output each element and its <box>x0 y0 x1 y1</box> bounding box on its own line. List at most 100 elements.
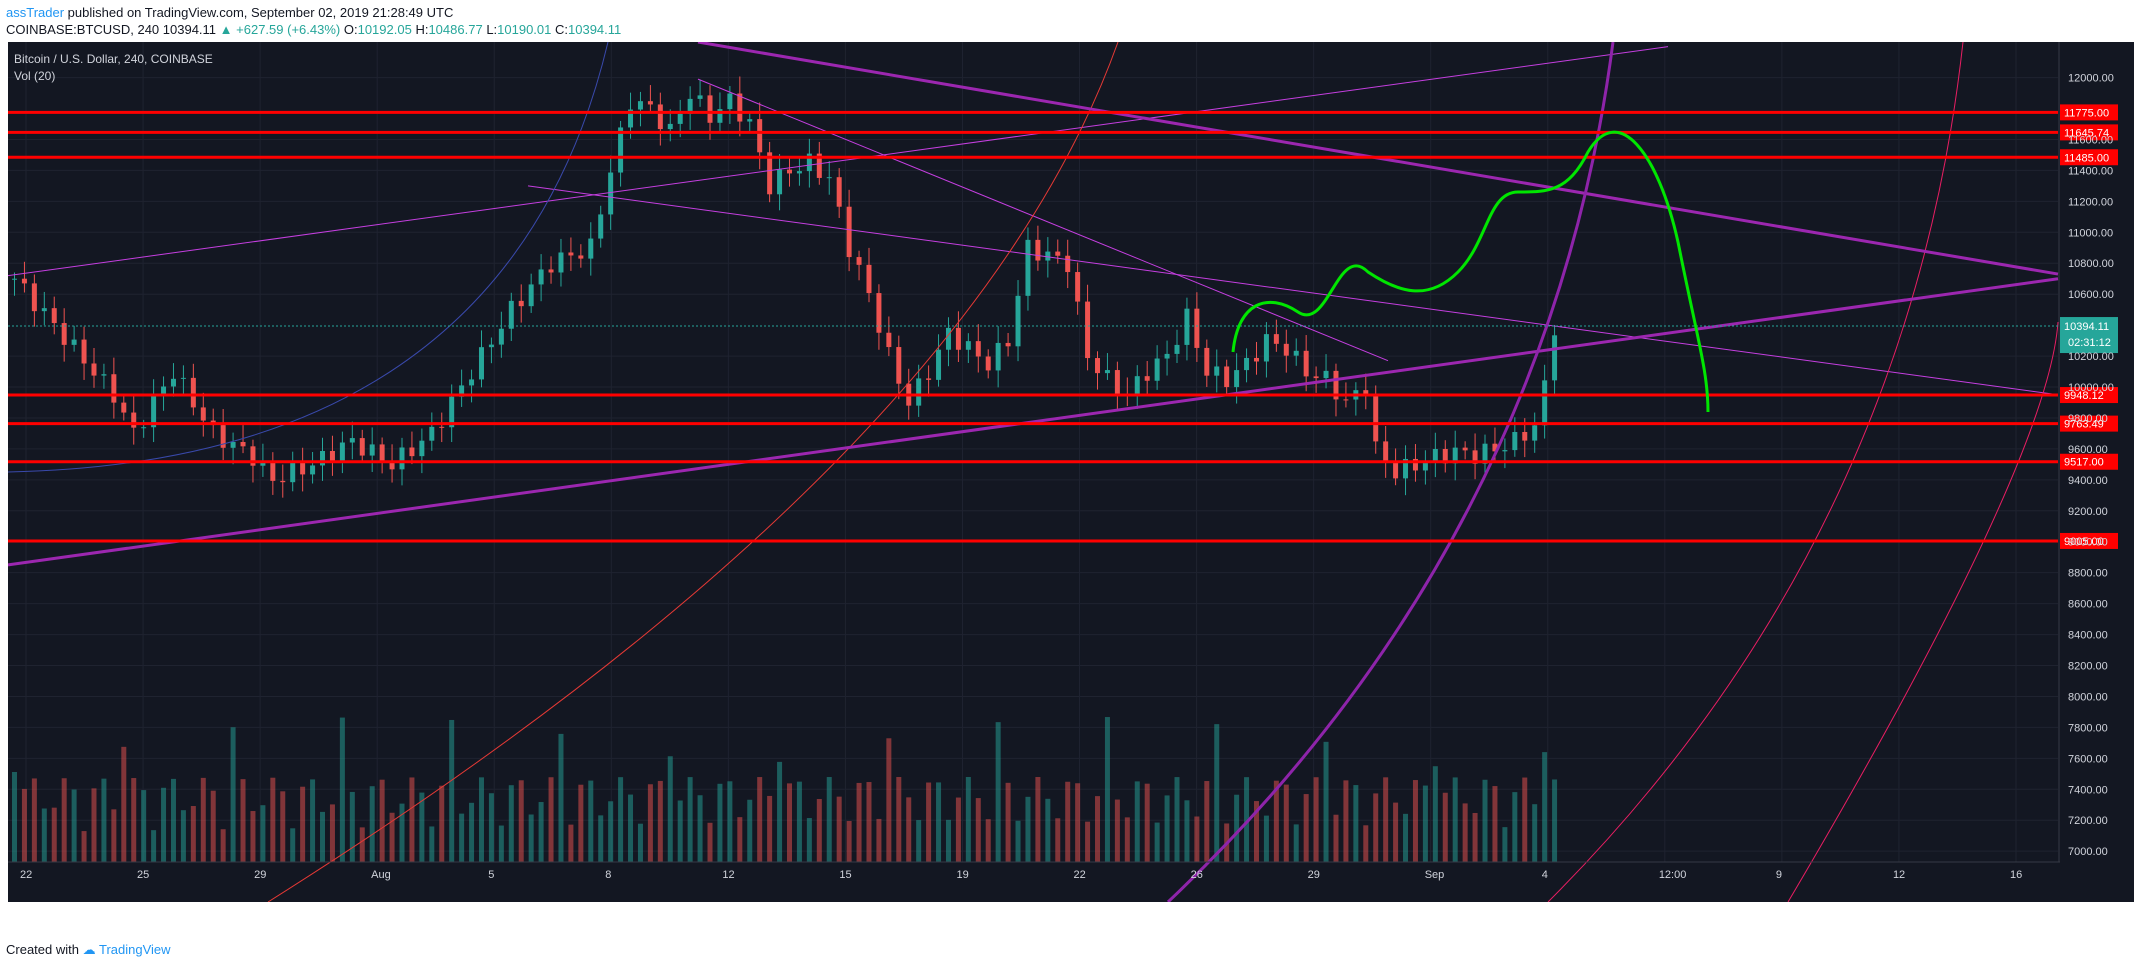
volume-bar <box>816 799 822 862</box>
candle-body <box>21 278 27 284</box>
low-label: L: <box>486 22 498 37</box>
candle-body <box>846 206 852 258</box>
volume-bar <box>1035 777 1041 862</box>
candle-body <box>478 347 484 380</box>
level-label-box <box>2060 104 2118 121</box>
price-chart[interactable]: 11775.0011645.7411485.009948.129763.4995… <box>8 42 2134 902</box>
volume-bar <box>170 778 176 862</box>
candle-body <box>866 264 872 294</box>
volume-bar <box>1273 780 1279 862</box>
candle-body <box>1373 396 1379 442</box>
candle-body <box>737 93 743 122</box>
volume-bar <box>955 797 961 862</box>
candle-body <box>409 447 415 457</box>
volume-bar <box>677 800 683 862</box>
candle-body <box>787 169 792 174</box>
x-tick-label: 5 <box>488 869 494 881</box>
y-tick-label: 11000.00 <box>2068 227 2113 239</box>
candle-body <box>558 252 564 273</box>
candle-body <box>896 347 902 384</box>
volume-bar <box>1492 786 1498 862</box>
tradingview-logo[interactable]: ☁ TradingView <box>82 942 171 957</box>
y-tick-label: 7200.00 <box>2068 815 2108 827</box>
last-price: 10394.11 <box>162 22 217 37</box>
volume-bar <box>995 722 1001 862</box>
candle-body <box>1462 447 1468 451</box>
volume-bar <box>985 819 991 862</box>
volume-bar <box>111 809 117 862</box>
candle-body <box>856 257 862 265</box>
candle-body <box>488 344 494 348</box>
volume-bar <box>1214 724 1220 862</box>
candle-body <box>459 385 465 397</box>
candle-body <box>518 300 524 307</box>
candle-body <box>1085 301 1091 359</box>
candle-body <box>687 98 693 114</box>
volume-bar <box>826 777 832 862</box>
candle-body <box>1164 353 1170 359</box>
volume-bar <box>31 778 37 862</box>
candle-body <box>1005 342 1011 347</box>
author-link[interactable]: assTrader <box>6 5 65 20</box>
volume-bar <box>1045 798 1051 862</box>
volume-bar <box>1263 815 1269 862</box>
candle-body <box>1035 239 1041 261</box>
volume-bar <box>1403 813 1409 862</box>
chart-panel[interactable]: 11775.00 11645.74 11485.00 9948.12 9763.49 95… <box>8 42 2134 902</box>
high-label: H: <box>415 22 429 37</box>
y-tick-label: 9000.00 <box>2068 537 2108 549</box>
volume-bar <box>310 779 316 862</box>
y-tick-label: 7800.00 <box>2068 722 2108 734</box>
candle-body <box>826 177 832 179</box>
candle-body <box>588 238 594 259</box>
level-label-box <box>2060 532 2118 549</box>
x-tick-label: 26 <box>1191 869 1203 881</box>
candle-body <box>767 152 773 195</box>
volume-bar <box>1462 803 1468 862</box>
candle-body <box>270 460 276 481</box>
candle-body <box>1244 357 1250 371</box>
volume-bar <box>538 802 544 862</box>
y-tick-label: 9800.00 <box>2068 413 2108 425</box>
candle-body <box>1234 370 1240 388</box>
brand-text: TradingView <box>99 942 171 957</box>
candle-body <box>1522 431 1528 441</box>
close-label: C: <box>555 22 569 37</box>
candle-body <box>1293 350 1299 356</box>
volume-bar <box>518 780 524 862</box>
volume-bar <box>1552 779 1558 862</box>
volume-bar <box>588 780 594 862</box>
candle-body <box>1194 308 1200 348</box>
volume-bar <box>628 794 634 862</box>
candle-body <box>1065 255 1071 273</box>
candle-body <box>1204 347 1210 376</box>
volume-bar <box>578 784 584 862</box>
volume-bar <box>876 818 882 862</box>
volume-bar <box>1025 796 1031 862</box>
volume-bar <box>1283 784 1289 862</box>
candle-body <box>965 341 971 350</box>
volume-bar <box>697 795 703 862</box>
candle-body <box>1452 447 1458 464</box>
legend-title: Bitcoin / U.S. Dollar, 240, COINBASE <box>14 52 213 66</box>
volume-bar <box>637 823 643 862</box>
candle-body <box>975 341 981 357</box>
price-change: ▲ +627.59 (+6.43%) <box>219 22 341 37</box>
candle-body <box>1154 358 1160 381</box>
volume-bar <box>498 825 504 862</box>
volume-bar <box>1512 792 1518 862</box>
volume-bar <box>657 780 663 862</box>
candle-body <box>320 450 326 466</box>
volume-bar <box>359 827 365 862</box>
candle-body <box>886 332 892 348</box>
candle-body <box>180 377 186 379</box>
candle-body <box>399 447 405 470</box>
candle-body <box>329 450 335 462</box>
thin-trendline-down-2 <box>697 78 1389 362</box>
level-label-text: 11485.00 <box>2064 152 2109 164</box>
volume-bar <box>757 777 763 862</box>
y-tick-label: 9200.00 <box>2068 506 2108 518</box>
volume-bar <box>767 795 773 862</box>
volume-bar <box>1204 781 1210 862</box>
volume-bar <box>449 719 455 862</box>
